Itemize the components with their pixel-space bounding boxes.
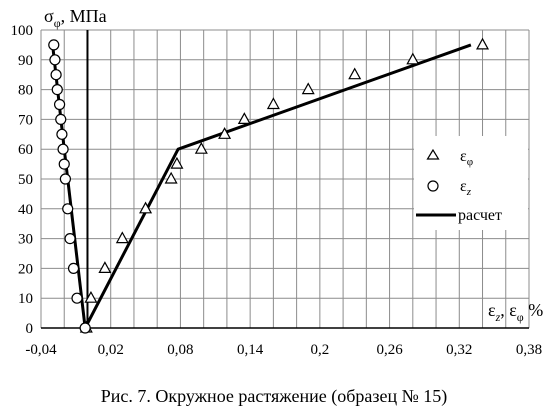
x-tick-label: 0,08 bbox=[167, 342, 193, 358]
point-eps-z bbox=[79, 322, 91, 334]
x-tick-label: 0,32 bbox=[446, 342, 472, 358]
x-axis-symbol-a-sub: z bbox=[495, 310, 501, 324]
legend-label-calc: расчет bbox=[458, 207, 502, 224]
x-tick-label: 0,02 bbox=[98, 342, 124, 358]
point-eps-phi bbox=[476, 37, 490, 50]
x-tick-label: -0,04 bbox=[25, 342, 57, 358]
y-axis-symbol: σ bbox=[44, 6, 54, 26]
point-eps-z bbox=[49, 54, 61, 66]
y-tick-label: 80 bbox=[18, 83, 33, 99]
x-axis-separator: , bbox=[500, 300, 509, 320]
legend-label-eps-phi: εφ bbox=[460, 148, 473, 168]
point-eps-z bbox=[71, 292, 83, 304]
figure-caption: Рис. 7. Окружное растяжение (образец № 1… bbox=[101, 386, 448, 407]
y-tick-label: 60 bbox=[18, 142, 33, 158]
y-tick-label: 70 bbox=[18, 112, 33, 128]
point-eps-phi bbox=[194, 141, 208, 154]
y-axis-label: σφ, МПа bbox=[44, 6, 107, 30]
point-eps-phi bbox=[98, 261, 112, 273]
y-tick-label: 100 bbox=[11, 23, 34, 39]
point-eps-z bbox=[56, 128, 68, 140]
x-axis-label: εz, εφ % bbox=[488, 300, 543, 324]
x-tick-label: 0,14 bbox=[237, 342, 264, 358]
x-axis-symbol-b-sub: φ bbox=[517, 310, 524, 324]
x-axis-symbol-a: ε bbox=[488, 300, 496, 320]
tick-labels: -0,04 0,02 0,08 0,14 0,2 0,26 0,32 0,38 0 10 20 30 4… bbox=[11, 23, 543, 358]
x-tick-label: 0,2 bbox=[310, 342, 329, 358]
y-axis-symbol-sub: φ bbox=[54, 16, 61, 30]
y-axis-unit: , МПа bbox=[61, 6, 107, 26]
point-eps-phi bbox=[164, 171, 178, 184]
legend: εφ εz расчет bbox=[414, 136, 528, 230]
y-tick-label: 40 bbox=[18, 202, 33, 218]
point-eps-phi bbox=[84, 290, 98, 303]
y-tick-label: 90 bbox=[18, 53, 33, 69]
point-eps-z bbox=[55, 113, 67, 126]
series-line-calc bbox=[51, 43, 472, 330]
point-eps-z bbox=[59, 173, 72, 185]
legend-triangle-marker bbox=[426, 148, 440, 160]
y-tick-label: 30 bbox=[18, 232, 33, 248]
point-eps-z bbox=[58, 158, 70, 170]
point-eps-phi bbox=[406, 52, 420, 65]
point-eps-z bbox=[67, 262, 80, 274]
y-tick-label: 10 bbox=[18, 291, 33, 307]
point-eps-z bbox=[62, 203, 74, 215]
point-eps-phi bbox=[115, 231, 129, 244]
point-eps-z bbox=[57, 143, 69, 155]
legend-circle-marker bbox=[427, 180, 439, 192]
point-eps-phi bbox=[348, 67, 362, 80]
point-eps-z bbox=[53, 98, 66, 111]
point-eps-z bbox=[51, 83, 63, 96]
x-tick-label: 0,26 bbox=[376, 342, 403, 358]
point-eps-phi bbox=[266, 97, 280, 110]
point-eps-phi bbox=[237, 112, 251, 125]
point-eps-phi bbox=[170, 156, 184, 169]
point-eps-z bbox=[50, 69, 62, 81]
point-eps-phi bbox=[218, 127, 232, 139]
y-tick-label: 0 bbox=[26, 321, 34, 337]
point-eps-phi bbox=[301, 82, 315, 95]
point-eps-phi bbox=[139, 201, 153, 214]
x-axis-symbol-b: ε bbox=[509, 300, 517, 320]
point-eps-z bbox=[48, 39, 60, 51]
legend-label-eps-z: εz bbox=[460, 178, 472, 198]
x-axis-unit: % bbox=[524, 300, 544, 320]
series bbox=[48, 37, 490, 334]
y-tick-label: 20 bbox=[18, 261, 33, 277]
y-tick-label: 50 bbox=[18, 172, 33, 188]
point-eps-z bbox=[64, 233, 76, 245]
x-tick-label: 0,38 bbox=[516, 342, 542, 358]
